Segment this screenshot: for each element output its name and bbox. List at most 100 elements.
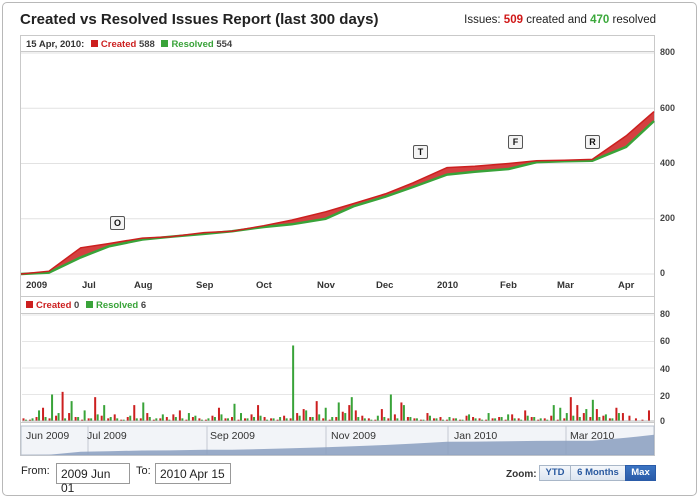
from-date-input[interactable]: 2009 Jun 01 (56, 463, 130, 495)
created-bar (198, 418, 201, 421)
to-date-input[interactable]: 2010 Apr 15 (155, 463, 231, 484)
chart-panel[interactable] (20, 35, 655, 456)
resolved-bar (83, 410, 86, 421)
zoom-ytd-button[interactable]: YTD (539, 465, 571, 481)
resolved-bar (383, 417, 386, 421)
resolved-count: 470 (590, 14, 610, 26)
resolved-bar (213, 417, 216, 421)
resolved-bar (370, 419, 373, 421)
resolved-bar (468, 414, 471, 421)
bar-y-tick: 40 (660, 364, 671, 374)
created-bar (263, 417, 266, 421)
created-bar (113, 414, 116, 421)
created-bar (576, 405, 579, 421)
created-bar (139, 418, 142, 421)
resolved-bar (38, 410, 41, 421)
created-bar (315, 401, 318, 421)
created-bar (367, 418, 370, 421)
resolved-bar (305, 410, 308, 421)
created-bar (582, 413, 585, 421)
zoom-max-button[interactable]: Max (625, 465, 656, 481)
created-bar (257, 405, 260, 421)
created-bar (498, 417, 501, 421)
report-title: Created vs Resolved Issues Report (last … (20, 11, 379, 28)
created-bar (87, 418, 90, 421)
legend-resolved-value: 554 (216, 39, 233, 50)
resolved-bar (344, 413, 347, 421)
resolved-bar (233, 403, 236, 421)
nav-label: Jul 2009 (87, 430, 127, 442)
y-tick: 200 (660, 213, 676, 223)
zoom-label: Zoom: (506, 469, 537, 480)
panel-divider (21, 296, 654, 297)
created-bar (348, 405, 351, 421)
created-bar (22, 418, 25, 421)
resolved-bar (266, 419, 269, 421)
created-bar (211, 415, 214, 421)
resolved-bar (96, 414, 99, 421)
created-bar (374, 419, 377, 421)
resolved-bar (409, 417, 412, 421)
resolved-bar (200, 419, 203, 421)
created-bar (400, 402, 403, 421)
created-bar (413, 418, 416, 421)
bar-y-tick: 20 (660, 391, 671, 401)
created-bar (459, 419, 462, 421)
created-bar (387, 418, 390, 421)
resolved-bar (428, 415, 431, 421)
resolved-bar (31, 418, 34, 421)
created-bar (126, 417, 129, 421)
resolved-bar (546, 419, 549, 421)
created-bar (94, 397, 97, 421)
resolved-bar (533, 417, 536, 421)
resolved-bar (122, 419, 125, 421)
legend-divider (21, 51, 654, 52)
created-bar (309, 417, 312, 421)
bar-y-tick: 80 (660, 309, 671, 319)
legend-date: 15 Apr, 2010: (26, 39, 85, 50)
created-bar (361, 415, 364, 421)
created-bar (615, 407, 618, 421)
y-tick: 800 (660, 47, 676, 57)
created-bar (478, 418, 481, 421)
created-bar (48, 418, 51, 421)
created-bar (524, 410, 527, 421)
issues-summary: Issues: 509 created and 470 resolved (464, 14, 656, 26)
flag-marker[interactable]: R (585, 135, 600, 149)
resolved-bar (481, 419, 484, 421)
resolved-bar (25, 419, 27, 421)
zoom-6-months-button[interactable]: 6 Months (570, 465, 626, 481)
resolved-bar (448, 417, 451, 421)
resolved-bar (500, 417, 503, 421)
flag-marker[interactable]: O (110, 216, 125, 230)
created-line (20, 111, 655, 275)
created-bar (485, 419, 488, 421)
created-bar (439, 417, 442, 421)
nav-label: Jan 2010 (454, 430, 498, 442)
main-legend: 15 Apr, 2010: Created 588 Resolved 554 (26, 39, 232, 50)
created-bar (276, 419, 279, 421)
x-label: Aug (134, 280, 153, 291)
created-bar (270, 418, 273, 421)
created-bar (517, 418, 520, 421)
resolved-swatch-icon (161, 40, 169, 47)
created-bar (419, 419, 422, 421)
flag-marker[interactable]: T (413, 145, 428, 159)
flag-marker[interactable]: F (508, 135, 523, 149)
resolved-bar (376, 415, 379, 421)
created-bar (289, 418, 292, 421)
bar-resolved-swatch-icon (85, 301, 93, 308)
resolved-bar (578, 417, 581, 421)
resolved-bar (44, 417, 47, 421)
resolved-bar (116, 418, 119, 421)
bar-created-swatch-icon (26, 301, 33, 308)
created-bar (406, 417, 409, 421)
y-tick: 600 (660, 103, 676, 113)
created-bar (556, 419, 559, 421)
x-label: Feb (500, 280, 517, 291)
created-bar (74, 417, 77, 421)
resolved-bar (77, 417, 80, 421)
summary-prefix: Issues: (464, 14, 501, 26)
resolved-bar (109, 417, 112, 421)
